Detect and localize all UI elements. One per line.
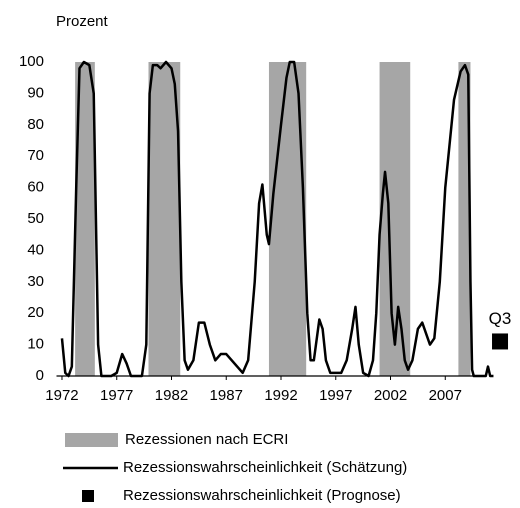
- recession-band: [148, 62, 181, 376]
- x-tick-label: 1972: [45, 387, 78, 404]
- legend-swatch: [65, 433, 118, 447]
- y-tick-label: 30: [27, 273, 44, 290]
- probability-line: [60, 60, 494, 378]
- x-tick-label: 2002: [374, 387, 407, 404]
- x-tick-label: 2007: [429, 387, 462, 404]
- x-tick-label: 1997: [319, 387, 352, 404]
- y-tick-label: 20: [27, 304, 44, 321]
- recession-band: [75, 62, 95, 376]
- x-tick-label: 1992: [264, 387, 297, 404]
- y-tick-label: 40: [27, 241, 44, 258]
- x-tick-label: 1987: [210, 387, 243, 404]
- legend-label: Rezessionswahrscheinlichkeit (Prognose): [123, 487, 401, 504]
- y-tick-label: 70: [27, 147, 44, 164]
- legend-label: Rezessionswahrscheinlichkeit (Schätzung): [123, 459, 407, 476]
- y-tick-label: 60: [27, 179, 44, 196]
- recession-band: [268, 62, 307, 376]
- legend-swatch: [82, 490, 94, 502]
- y-tick-label: 10: [27, 336, 44, 353]
- y-tick-label: 90: [27, 84, 44, 101]
- y-tick-label: 80: [27, 116, 44, 133]
- y-tick-label: 50: [27, 210, 44, 227]
- x-tick-label: 1982: [155, 387, 188, 404]
- recession-band: [379, 62, 411, 376]
- forecast-marker: [492, 333, 509, 350]
- recession-band: [458, 62, 471, 376]
- y-tick-label: 100: [19, 53, 44, 70]
- x-tick-label: 1977: [100, 387, 133, 404]
- point-label: Q3: [489, 309, 512, 328]
- y-axis-label: Prozent: [56, 13, 109, 30]
- y-tick-label: 0: [36, 367, 44, 384]
- legend-label: Rezessionen nach ECRI: [125, 431, 288, 448]
